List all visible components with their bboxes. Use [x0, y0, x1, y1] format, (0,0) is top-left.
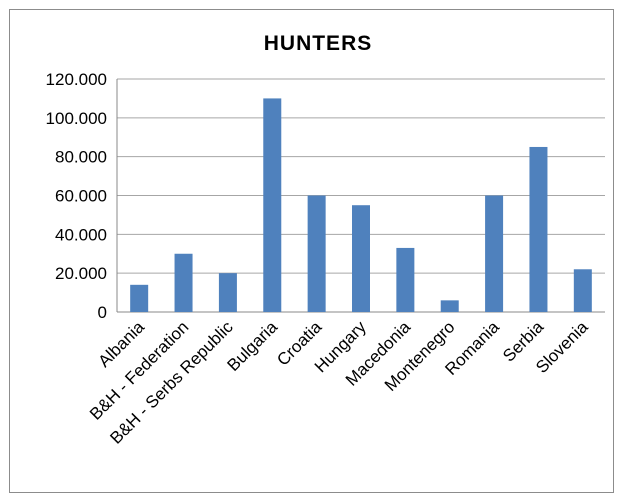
bar-albania: [130, 284, 149, 312]
y-tick-label: 40.000: [55, 225, 107, 244]
y-tick-label: 100.000: [46, 109, 107, 128]
gridlines: [116, 78, 605, 313]
y-tick-label: 20.000: [55, 264, 107, 283]
y-tick-label: 60.000: [55, 187, 107, 206]
bar-bulgaria: [263, 98, 282, 313]
bars: [130, 98, 592, 313]
chart-title: HUNTERS: [264, 32, 373, 55]
bar-hungary: [352, 205, 370, 312]
y-tick-label: 120.000: [46, 70, 107, 89]
bar-serbia: [529, 146, 548, 312]
bar-b-h-serbs-republic: [218, 273, 237, 312]
bar-macedonia: [396, 247, 415, 312]
bar-montenegro: [440, 300, 459, 312]
bar-croatia: [307, 195, 326, 312]
bar-slovenia: [573, 269, 592, 312]
bar-b-h-federation: [174, 253, 193, 312]
y-tick-label: 80.000: [55, 148, 107, 167]
bar-romania: [485, 195, 504, 312]
x-tick-label: Bulgaria: [224, 317, 282, 375]
y-tick-label: 0: [98, 303, 107, 322]
y-axis-ticks: 0 20.000 40.000 60.000 80.000 100.000 120.000: [46, 70, 107, 322]
